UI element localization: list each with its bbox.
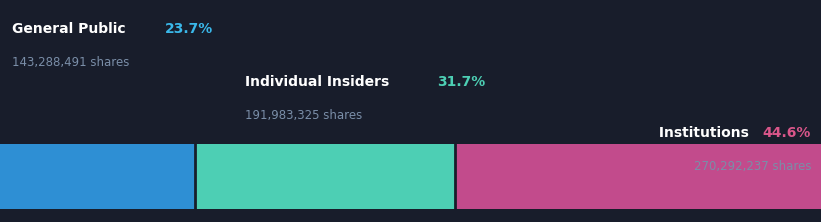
Text: 270,292,237 shares: 270,292,237 shares xyxy=(694,160,811,173)
Text: 143,288,491 shares: 143,288,491 shares xyxy=(12,56,130,69)
Text: Institutions: Institutions xyxy=(654,126,749,140)
Bar xyxy=(455,144,821,209)
Text: General Public: General Public xyxy=(12,22,131,36)
Bar xyxy=(0,144,195,209)
Text: 31.7%: 31.7% xyxy=(437,75,485,89)
Bar xyxy=(195,144,455,209)
Text: 44.6%: 44.6% xyxy=(763,126,811,140)
Text: Individual Insiders: Individual Insiders xyxy=(245,75,394,89)
Text: 23.7%: 23.7% xyxy=(165,22,213,36)
Text: 191,983,325 shares: 191,983,325 shares xyxy=(245,109,362,122)
